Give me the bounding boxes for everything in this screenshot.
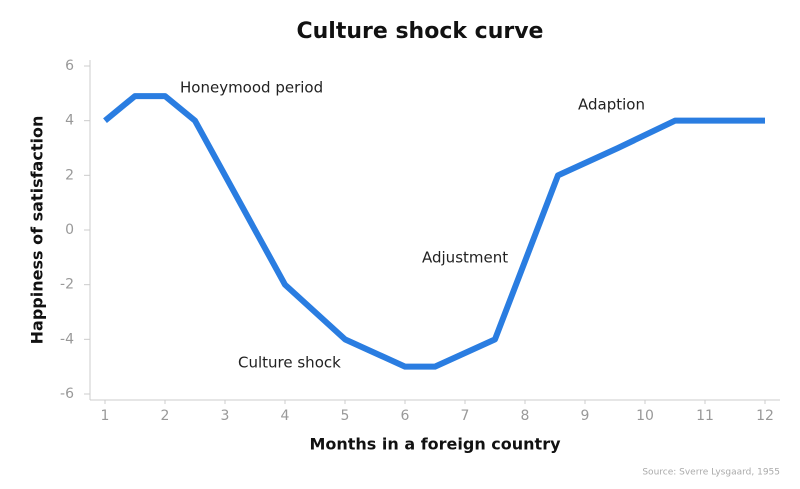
x-tick-label: 2 (161, 408, 170, 424)
x-tick-label: 7 (461, 408, 470, 424)
annotation: Adjustment (422, 249, 508, 267)
x-tick-label: 4 (281, 408, 290, 424)
x-tick-label: 11 (696, 408, 714, 424)
x-tick-label: 1 (101, 408, 110, 424)
y-axis-label: Happiness of satisfaction (28, 116, 47, 345)
annotation: Culture shock (238, 354, 341, 372)
line (103, 93, 765, 370)
x-tick-label: 8 (521, 408, 530, 424)
y-tick-label: 4 (65, 113, 74, 129)
y-tick-label: -2 (60, 277, 74, 293)
x-tick-label: 9 (581, 408, 590, 424)
x-axis-label: Months in a foreign country (309, 435, 561, 454)
chart-title: Culture shock curve (297, 19, 544, 44)
x-tick-label: 3 (221, 408, 230, 424)
annotation: Adaption (578, 96, 645, 114)
x-tick-label: 5 (341, 408, 350, 424)
x-tick-label: 6 (401, 408, 410, 424)
y-tick-label: 2 (65, 167, 74, 183)
source: Source: Sverre Lysgaard, 1955 (642, 468, 780, 478)
y-tick-label: 0 (65, 222, 74, 238)
y-tick-label: 6 (65, 58, 74, 74)
x-tick-label: 10 (636, 408, 654, 424)
y-tick-label: -6 (60, 386, 74, 402)
x-tick-label: 12 (756, 408, 774, 424)
y-tick-label: -4 (60, 331, 74, 347)
annotation: Honeymood period (180, 79, 323, 97)
